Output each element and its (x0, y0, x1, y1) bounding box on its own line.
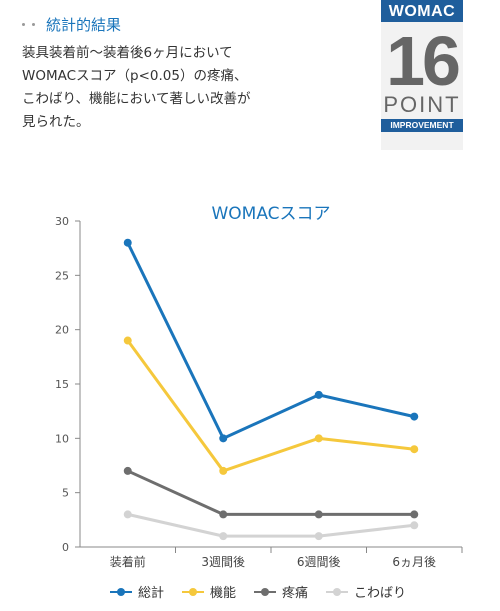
data-point (314, 510, 323, 519)
x-tick-label: 装着前 (110, 554, 146, 569)
bullet-dot-icon (32, 23, 35, 26)
data-point (219, 510, 228, 519)
x-tick-label: 3週間後 (201, 555, 245, 569)
chart-legend: 総計 機能 疼痛 こわばり (110, 582, 406, 601)
data-point (123, 336, 132, 345)
legend-item: こわばり (326, 582, 406, 601)
y-tick-label: 20 (55, 324, 69, 337)
body-line: こわばり、機能において著しい改善が (22, 91, 251, 107)
legend-swatch (182, 587, 205, 596)
y-tick-label: 15 (55, 378, 69, 391)
y-tick-label: 0 (62, 541, 69, 554)
legend-label: こわばり (354, 586, 407, 601)
y-tick-label: 5 (62, 487, 69, 500)
badge-word: POINT (383, 92, 461, 117)
data-point (219, 532, 228, 541)
y-tick-label: 30 (55, 215, 69, 228)
legend-label: 機能 (210, 586, 237, 601)
bullet-dot-icon (22, 23, 25, 26)
legend-swatch (326, 587, 349, 596)
legend-item: 疼痛 (254, 582, 308, 601)
data-point (314, 434, 323, 443)
data-point (219, 466, 228, 475)
series-line (126, 339, 415, 473)
badge-subtitle: IMPROVEMENT (381, 119, 463, 132)
data-point (410, 445, 419, 454)
data-point (410, 521, 419, 530)
series-line (127, 512, 415, 538)
legend-swatch (110, 587, 132, 596)
legend-item: 総計 (110, 582, 164, 601)
data-point (123, 238, 132, 247)
body-line: 見られた。 (22, 114, 90, 130)
body-line: WOMACスコア（p<0.05）の疼痛、 (22, 68, 248, 84)
body-text: 装具装着前〜装着後6ヶ月において WOMACスコア（p<0.05）の疼痛、 こわ… (22, 42, 342, 134)
body-line: 装具装着前〜装着後6ヶ月において (22, 45, 233, 61)
section-header: 統計的結果 (22, 14, 121, 35)
data-point (219, 434, 228, 443)
y-tick-label: 25 (55, 269, 69, 282)
data-point (123, 466, 132, 475)
y-tick-label: 10 (55, 432, 69, 445)
legend-label: 総計 (138, 586, 165, 601)
x-tick-label: 6週間後 (297, 555, 341, 569)
series-line (126, 242, 415, 440)
data-point (410, 412, 419, 421)
badge-number: 16 (386, 22, 461, 100)
badge-title: WOMAC (381, 0, 463, 22)
legend-swatch (254, 587, 277, 596)
data-point (314, 390, 323, 399)
chart-title: WOMACスコア (211, 204, 330, 224)
womac-badge: WOMAC 16 POINT IMPROVEMENT (381, 0, 463, 150)
data-point (123, 510, 132, 519)
legend-label: 疼痛 (282, 586, 309, 601)
x-tick-label: 6ヵ月後 (392, 555, 436, 569)
legend-item: 機能 (182, 582, 236, 601)
series-line (127, 469, 415, 516)
womac-line-chart: WOMACスコア 0 5 10 15 20 25 30 装着前 3週間後 6週間後 6ヵ月後 (55, 204, 463, 569)
data-point (410, 510, 419, 519)
section-title: 統計的結果 (46, 16, 122, 34)
data-point (314, 532, 323, 541)
